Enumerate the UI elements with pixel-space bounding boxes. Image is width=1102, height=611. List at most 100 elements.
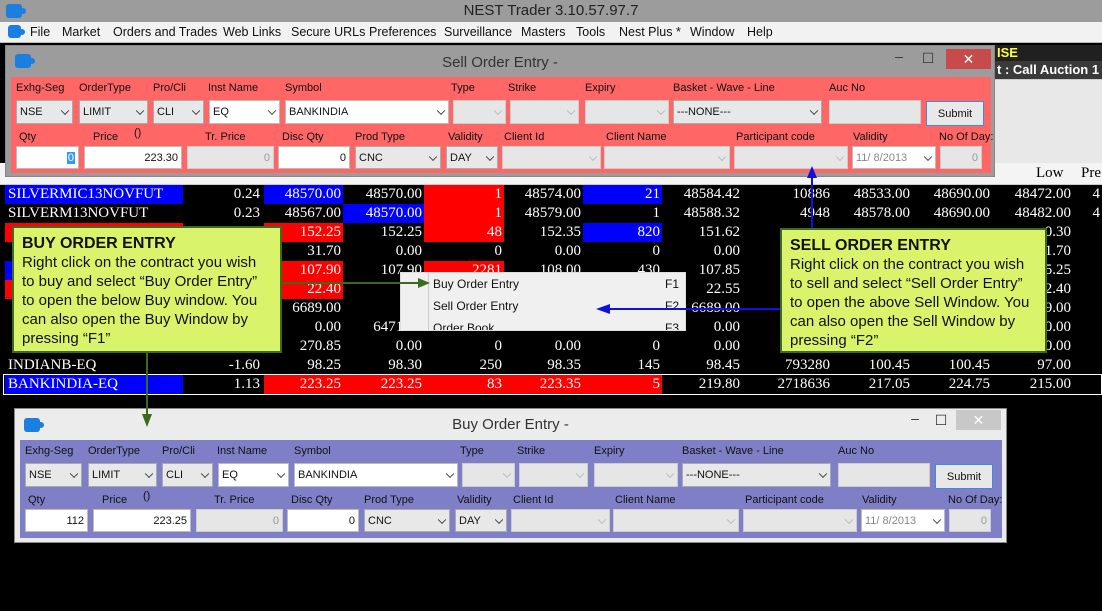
market-cell[interactable]: 48570.00 [365,186,422,202]
market-cell[interactable]: 219.80 [698,376,740,392]
market-cell[interactable]: 0 [652,338,661,354]
market-cell[interactable]: 1.70 [1044,243,1071,259]
market-cell[interactable] [1073,280,1102,299]
market-cell[interactable]: 21 [583,185,662,204]
market-cell[interactable]: 217.05 [868,376,910,392]
type-select[interactable] [453,100,506,124]
market-cell[interactable]: 48578.00 [853,205,910,221]
symbol-select[interactable]: BANKINDIA [294,463,458,487]
minimize-button[interactable]: – [911,410,919,426]
market-cell[interactable]: 0 [494,338,503,354]
pro-cli-select[interactable]: CLI [153,100,204,124]
price-input[interactable]: 223.25 [93,509,191,532]
minimize-button[interactable]: – [895,48,903,64]
market-cell[interactable]: 6689.00 [292,300,341,316]
market-cell[interactable]: 145 [637,357,661,373]
market-cell[interactable] [1073,223,1102,242]
market-cell[interactable]: 48570.00 [343,204,424,223]
market-cell[interactable]: 0.00 [314,319,341,335]
client-id-select[interactable] [511,509,610,532]
market-cell[interactable]: 48579.00 [524,205,581,221]
market-cell[interactable]: 98.35 [547,357,581,373]
market-cell[interactable]: 48690.00 [933,186,990,202]
market-cell[interactable]: 223.25 [264,375,343,394]
close-button[interactable]: ✕ [946,49,991,69]
market-cell[interactable]: 10886 [792,186,831,202]
market-cell[interactable]: 0.00 [1044,338,1071,354]
menu-item-order-book[interactable]: Order Book F3 [433,321,683,330]
prod-type-select[interactable]: CNC [355,146,441,169]
menu-help[interactable]: Help [747,25,773,39]
symbol-select[interactable]: BANKINDIA [285,100,449,124]
menu-window[interactable]: Window [690,25,735,39]
menu-masters[interactable]: Masters [521,25,566,39]
market-cell[interactable]: 107.85 [698,262,740,278]
auc-no-input[interactable] [838,463,930,487]
validity-date-select[interactable]: 11/ 8/2013 [852,146,936,169]
market-cell[interactable]: 151.62 [698,224,740,240]
market-cell[interactable]: 22.40 [264,280,343,299]
menu-market[interactable]: Market [62,25,101,39]
market-cell[interactable]: 224.75 [948,376,990,392]
pro-cli-select[interactable]: CLI [162,463,213,487]
no-of-days-input[interactable]: 0 [940,146,982,169]
expiry-select[interactable] [585,100,669,124]
market-cell[interactable]: 0.00 [554,338,581,354]
market-cell[interactable]: 48570.00 [264,185,343,204]
market-cell[interactable]: 0.30 [1044,224,1071,240]
client-id-select[interactable] [502,146,601,169]
menu-item-buy-order-entry[interactable]: Buy Order Entry F1 [433,277,683,291]
market-cell[interactable]: 48690.00 [933,205,990,221]
exhg-seg-select[interactable]: NSE [16,100,73,124]
market-cell[interactable]: 0 [652,243,661,259]
market-cell[interactable]: 97.00 [1037,357,1071,373]
participant-code-select[interactable] [734,146,848,169]
tr-price-input[interactable]: 0 [196,509,283,532]
disc-qty-input[interactable]: 0 [278,146,350,169]
market-cell[interactable]: 1 [424,185,504,204]
maximize-button[interactable]: ☐ [921,50,935,66]
market-cell[interactable]: 48584.42 [683,186,740,202]
market-cell[interactable]: 0.00 [713,243,740,259]
exhg-seg-select[interactable]: NSE [25,463,82,487]
inst-name-select[interactable]: EQ [218,463,289,487]
market-cell[interactable]: 48472.00 [1014,186,1071,202]
market-cell[interactable]: 98.30 [388,357,422,373]
market-cell[interactable]: 48533.00 [853,186,910,202]
market-cell[interactable]: 2.40 [1044,281,1071,297]
validity-date-select[interactable]: 11/ 8/2013 [861,509,945,532]
client-name-select[interactable] [604,146,730,169]
market-cell[interactable]: 0.24 [233,186,260,202]
menu-item-sell-order-entry[interactable]: Sell Order Entry F2 [433,299,683,313]
market-cell[interactable]: 215.00 [1029,376,1071,392]
market-cell[interactable]: 4 [1092,186,1101,202]
market-cell[interactable]: 223.35 [504,375,583,394]
market-cell[interactable]: 31.70 [307,243,341,259]
column-header-low[interactable]: Low [1036,165,1064,181]
strike-select[interactable] [510,100,579,124]
prod-type-select[interactable]: CNC [364,509,450,532]
basket-select[interactable]: ---NONE--- [682,463,831,487]
inst-name-select[interactable]: EQ [209,100,280,124]
no-of-days-input[interactable]: 0 [949,509,991,532]
market-cell[interactable] [1073,261,1102,280]
participant-code-select[interactable] [743,509,857,532]
market-cell[interactable]: 98.25 [307,357,341,373]
menu-tools[interactable]: Tools [576,25,606,39]
market-cell[interactable]: 1 [424,204,504,223]
market-cell[interactable]: 270.85 [299,338,341,354]
contract-name-cell[interactable]: SILVERMIC13NOVFUT [5,185,183,204]
market-cell[interactable]: 152.25 [380,224,422,240]
market-cell[interactable]: 83 [424,375,504,394]
expiry-select[interactable] [594,463,678,487]
market-cell[interactable]: 152.25 [264,223,343,242]
market-cell[interactable]: 0.23 [233,205,260,221]
market-cell[interactable]: 1.13 [233,376,260,392]
market-cell[interactable] [1073,337,1102,356]
market-cell[interactable]: 0.00 [395,338,422,354]
market-cell[interactable]: 48 [424,223,504,242]
market-cell[interactable]: 48567.00 [284,205,341,221]
market-cell[interactable]: 48574.00 [524,186,581,202]
order-type-select[interactable]: LIMIT [79,100,148,124]
market-cell[interactable]: 223.25 [343,375,424,394]
